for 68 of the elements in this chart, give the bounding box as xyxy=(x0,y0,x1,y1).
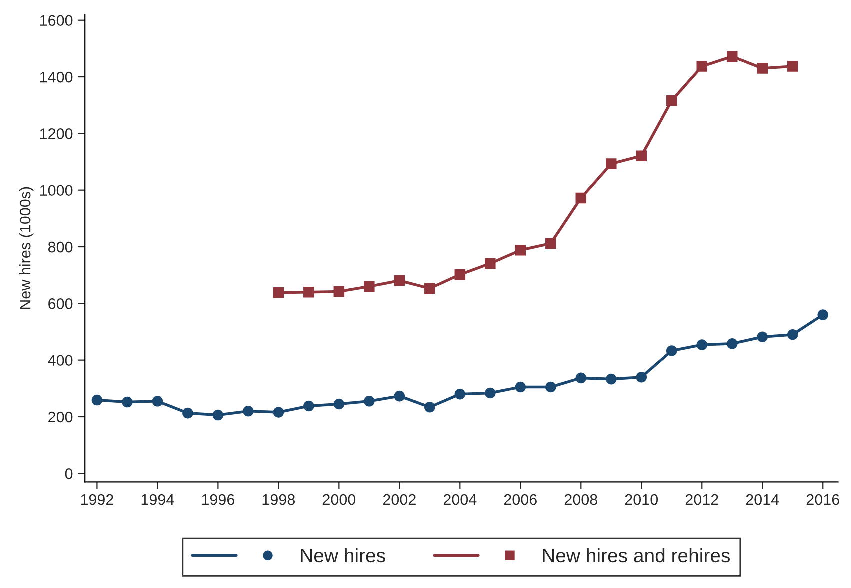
point xyxy=(515,382,526,393)
x-tick-label: 1992 xyxy=(81,494,114,506)
point xyxy=(757,63,768,74)
point xyxy=(304,400,314,412)
point xyxy=(757,332,768,342)
y-tick-label: 1600 xyxy=(40,15,73,26)
point xyxy=(182,408,194,419)
point xyxy=(92,394,103,406)
x-tick-label: 2002 xyxy=(383,494,416,506)
x-tick-label: 2010 xyxy=(625,494,658,506)
x-tick-label: 2016 xyxy=(806,494,840,506)
y-tick-label: 0 xyxy=(65,468,73,480)
point xyxy=(273,288,284,298)
point xyxy=(485,258,496,270)
point xyxy=(726,338,738,350)
x-tick-label: 2012 xyxy=(686,494,718,506)
x-tick-label: 1994 xyxy=(142,494,174,506)
point xyxy=(364,396,375,407)
point xyxy=(636,150,648,162)
y-tick-label: 600 xyxy=(48,298,73,310)
x-tick-label: 1998 xyxy=(262,494,296,506)
y-tick-label: 1200 xyxy=(40,128,73,140)
point xyxy=(818,310,828,320)
point xyxy=(485,388,496,399)
point xyxy=(696,340,708,350)
point xyxy=(546,238,556,249)
point xyxy=(424,402,436,413)
point xyxy=(726,51,738,62)
point xyxy=(394,390,406,402)
y-tick-label: 400 xyxy=(48,355,73,366)
point xyxy=(243,406,254,417)
x-tick-label: 1996 xyxy=(202,494,235,506)
point xyxy=(787,61,798,72)
point xyxy=(515,245,526,256)
y-tick-label: 800 xyxy=(48,242,73,253)
point xyxy=(152,396,164,407)
point xyxy=(334,398,345,410)
legend-label: New hires and rehires xyxy=(543,548,730,563)
point xyxy=(666,95,678,106)
x-tick-label: 2008 xyxy=(564,494,598,506)
point xyxy=(576,372,587,384)
point xyxy=(576,192,587,204)
point xyxy=(273,407,284,418)
point xyxy=(636,372,648,383)
y-tick-label: 1400 xyxy=(40,72,73,83)
point xyxy=(606,374,617,385)
point xyxy=(454,269,466,280)
point xyxy=(394,275,406,286)
point xyxy=(212,410,224,421)
x-tick-label: 2000 xyxy=(322,494,356,506)
y-axis-title: New hires (1000s) xyxy=(20,187,34,310)
point xyxy=(304,286,314,298)
point xyxy=(546,382,556,393)
x-tick-label: 2014 xyxy=(746,494,780,506)
point xyxy=(122,396,133,408)
point xyxy=(696,61,708,72)
point xyxy=(424,283,436,294)
y-tick-label: 1000 xyxy=(40,185,73,196)
point xyxy=(606,158,617,170)
legend-label: New hires xyxy=(301,548,386,563)
point xyxy=(787,329,798,340)
point xyxy=(334,286,345,298)
x-tick-label: 2006 xyxy=(504,494,537,506)
point xyxy=(666,346,678,356)
x-tick-label: 2004 xyxy=(444,494,477,506)
point xyxy=(454,388,466,400)
point xyxy=(364,281,375,292)
y-tick-label: 200 xyxy=(48,412,73,423)
